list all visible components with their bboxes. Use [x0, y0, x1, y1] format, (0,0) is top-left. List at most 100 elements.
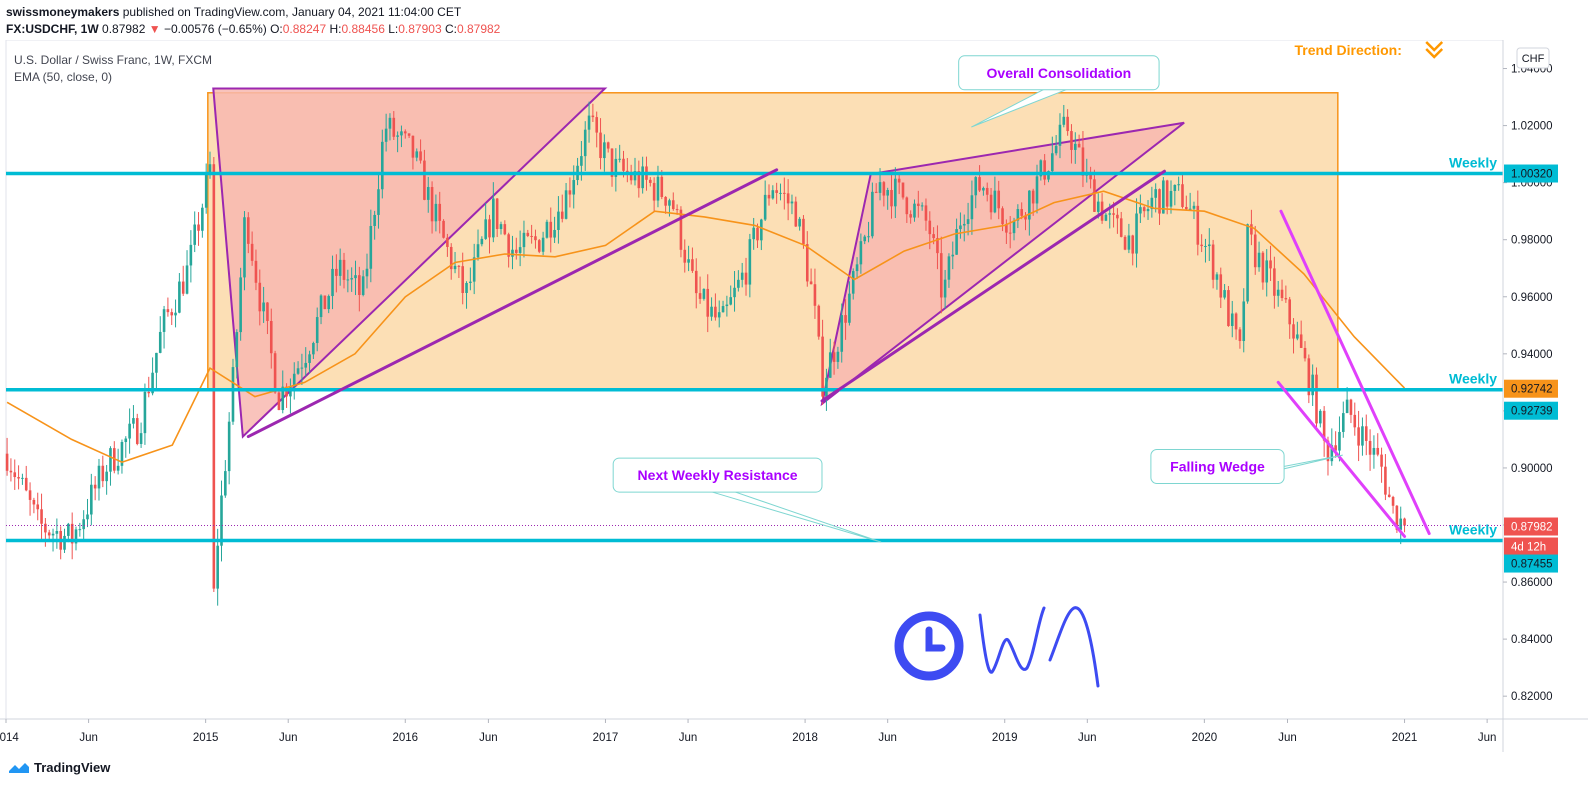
time-tick-label: Jun — [79, 732, 98, 744]
candle-body — [1162, 180, 1165, 214]
candle-body — [151, 372, 154, 394]
candle-body — [560, 211, 564, 219]
candle-body — [1077, 143, 1081, 148]
candle-body — [1330, 445, 1334, 462]
candle-body — [1035, 176, 1039, 204]
candle-body — [832, 352, 836, 362]
candle-body — [767, 194, 771, 199]
candle-body — [1357, 427, 1360, 446]
horizontal-levels: Weekly Weekly Weekly — [6, 155, 1503, 543]
axes: 1.040001.020001.000000.980000.960000.940… — [0, 40, 1588, 752]
candle-body — [1181, 184, 1184, 207]
candle-body — [763, 194, 767, 220]
candle-body — [1058, 124, 1062, 146]
candle-body — [694, 270, 698, 294]
candle-body — [411, 135, 415, 158]
candle-body — [652, 182, 656, 201]
candle-body — [266, 302, 269, 321]
candle-body — [1276, 289, 1280, 296]
candle-body — [706, 288, 710, 317]
candle-body — [813, 284, 817, 306]
time-tick-label: Jun — [479, 732, 498, 744]
candle-body — [90, 484, 93, 515]
candle-body — [166, 309, 170, 313]
candle-body — [985, 187, 989, 195]
trendline-2 — [820, 169, 1166, 403]
candle-body — [882, 182, 886, 196]
annotation-text: Next Weekly Resistance — [638, 467, 798, 483]
candle-body — [637, 171, 641, 189]
candle-body — [1387, 494, 1391, 497]
candle-body — [369, 225, 373, 269]
candle-body — [63, 535, 66, 550]
symbol-label: FX:USDCHF, 1W — [6, 22, 99, 36]
candle-body — [1257, 252, 1261, 268]
level-tag-2: 0.92742 — [1511, 384, 1553, 396]
candle-body — [423, 160, 426, 200]
candle-body — [537, 240, 541, 252]
candle-body — [794, 201, 798, 227]
candle-body — [400, 131, 403, 136]
candle-body — [1039, 160, 1043, 177]
candle-body — [1345, 399, 1349, 414]
candle-body — [1326, 440, 1330, 462]
candle-body — [158, 331, 162, 353]
candle-body — [1403, 518, 1406, 526]
time-tick-label: 2016 — [392, 732, 418, 744]
candle-body — [216, 545, 219, 589]
candle-body — [618, 158, 621, 160]
candle-body — [465, 282, 468, 293]
candle-body — [530, 235, 533, 237]
trendline-4 — [1279, 209, 1431, 536]
time-tick-label: 2014 — [0, 732, 19, 744]
candle-body — [285, 386, 288, 397]
candle-body — [890, 190, 893, 207]
candle-body — [534, 236, 537, 241]
level-tag-4: 0.87455 — [1511, 559, 1553, 571]
candle-body — [679, 209, 683, 250]
candle-body — [472, 257, 476, 282]
candle-body — [388, 117, 392, 129]
candle-body — [603, 142, 606, 159]
candle-body — [943, 279, 947, 298]
candle-body — [1334, 445, 1337, 451]
candle-body — [583, 129, 587, 157]
time-tick-label: 2017 — [593, 732, 619, 744]
author-name[interactable]: swissmoneymakers — [6, 5, 120, 19]
candle-body — [135, 418, 139, 444]
candle-body — [201, 207, 204, 231]
trendline-1 — [246, 168, 779, 439]
candle-body — [955, 229, 958, 255]
candle-body — [120, 442, 124, 466]
callout-pointer — [971, 87, 1072, 128]
candle-body — [687, 259, 690, 263]
candle-body — [319, 295, 323, 318]
candle-body — [21, 477, 24, 479]
candle-body — [557, 211, 560, 230]
tradingview-brand[interactable]: TradingView — [34, 760, 111, 775]
candle-body — [683, 249, 687, 263]
time-tick-label: 2021 — [1392, 732, 1418, 744]
price-chart[interactable]: Weekly Weekly Weekly Overall Consolidation… — [0, 40, 1588, 752]
publish-info: published on TradingView.com, January 04… — [119, 5, 462, 19]
candle-body — [871, 191, 874, 237]
candle-body — [671, 200, 675, 210]
candle-body — [802, 218, 805, 245]
candle-body — [939, 253, 943, 298]
price-tick-label: 0.84000 — [1511, 634, 1553, 646]
author-logo — [894, 606, 1100, 688]
candle-body — [1112, 213, 1115, 215]
candle-body — [258, 282, 262, 312]
candle-body — [1127, 235, 1131, 250]
candle-body — [1204, 246, 1207, 248]
candle-body — [488, 219, 491, 238]
candle-body — [331, 268, 334, 297]
candle-body — [93, 484, 97, 489]
candle-body — [220, 495, 223, 546]
candle-body — [377, 189, 380, 215]
candle-body — [928, 220, 932, 235]
candle-body — [962, 223, 966, 226]
candle-body — [668, 200, 671, 206]
candle-body — [1368, 440, 1372, 455]
candle-body — [541, 237, 545, 252]
